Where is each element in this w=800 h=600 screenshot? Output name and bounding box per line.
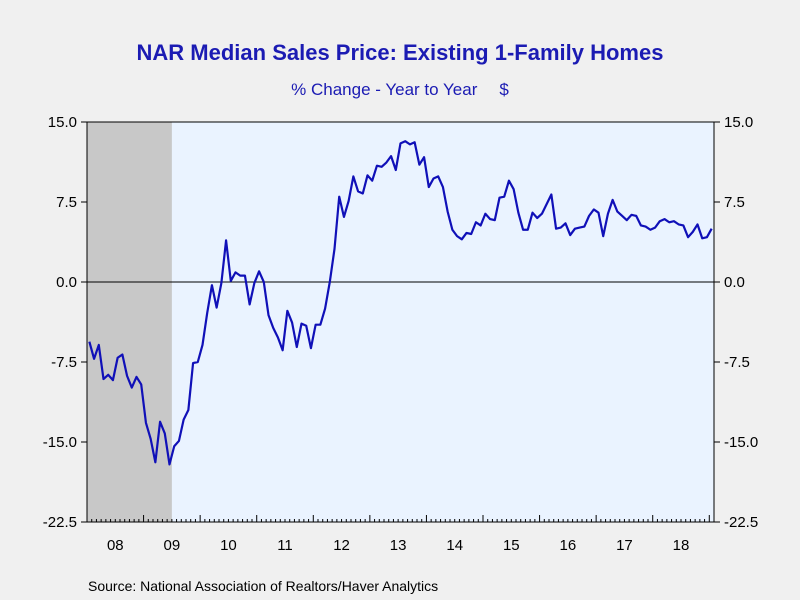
chart-title: NAR Median Sales Price: Existing 1-Famil… [136,40,664,65]
y-tick-label-left: 7.5 [56,194,77,211]
x-tick-label: 14 [446,537,463,554]
x-tick-label: 10 [220,537,237,554]
plot-area [87,122,714,522]
x-tick-label: 09 [164,537,181,554]
y-tick-label-right: 15.0 [724,114,753,131]
series-line [88,140,713,466]
y-tick-label-right: 7.5 [724,194,745,211]
x-tick-label: 08 [107,537,124,554]
x-tick-label: 17 [616,537,633,554]
plot-frame [86,121,715,523]
recession-shade [87,122,172,522]
x-tick-label: 12 [333,537,350,554]
x-tick-label: 15 [503,537,520,554]
y-tick-label-left: -22.5 [43,514,77,531]
source-note: Source: National Association of Realtors… [88,578,439,594]
y-tick-label-left: -15.0 [43,434,77,451]
chart-subtitle: % Change - Year to Year $ [0,80,800,100]
y-tick-label-right: -22.5 [724,514,758,531]
y-tick-label-right: 0.0 [724,274,745,291]
y-tick-label-left: 0.0 [56,274,77,291]
x-tick-label: 13 [390,537,407,554]
x-tick-label: 18 [673,537,690,554]
x-tick-label: 11 [277,537,293,554]
y-tick-label-right: -7.5 [724,354,750,371]
x-tick-label: 16 [560,537,577,554]
y-tick-label-left: 15.0 [48,114,77,131]
subtitle-text: % Change - Year to Year [291,80,478,99]
unit-label: $ [499,80,509,99]
y-tick-label-right: -15.0 [724,434,758,451]
y-tick-label-left: -7.5 [51,354,77,371]
